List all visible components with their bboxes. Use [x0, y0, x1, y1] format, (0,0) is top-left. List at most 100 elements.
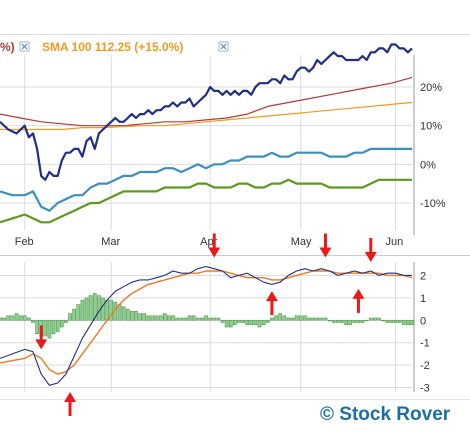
- arrow-down-icon: [364, 238, 377, 262]
- macd-y-tick-label: -3: [420, 383, 430, 395]
- histogram-bar: [360, 319, 365, 323]
- arrow-up-icon: [265, 291, 278, 316]
- copyright: © Stock Rover: [320, 404, 451, 425]
- histogram-bar: [146, 315, 151, 321]
- histogram-bar: [253, 319, 258, 326]
- histogram-bar: [290, 317, 295, 321]
- histogram-bar: [117, 304, 122, 321]
- legend-left-fragment: %): [0, 40, 15, 54]
- histogram-bar: [55, 319, 60, 332]
- histogram-bar: [175, 317, 180, 321]
- histogram-bar: [249, 319, 254, 326]
- histogram-bar: [154, 315, 159, 321]
- histogram-bar: [294, 315, 299, 321]
- histogram-bar: [364, 319, 369, 322]
- histogram-bar: [319, 317, 324, 321]
- histogram-bar: [105, 299, 109, 321]
- histogram-bar: [307, 317, 311, 321]
- histogram-bar: [389, 319, 394, 323]
- macd-y-tick-label: 1: [420, 293, 426, 305]
- histogram-bar: [233, 319, 237, 326]
- macd-y-tick-label: -1: [420, 338, 430, 350]
- arrow-up-icon: [352, 288, 365, 313]
- histogram-bar: [220, 319, 225, 323]
- macd-y-tick-label: 2: [420, 270, 426, 282]
- arrow-down-icon: [319, 233, 332, 258]
- histogram-bar: [208, 317, 213, 321]
- histogram-bar: [101, 297, 105, 321]
- histogram-bar: [6, 315, 11, 321]
- histogram-bar: [298, 315, 303, 321]
- series-sma100-line: [0, 101, 413, 131]
- price-y-tick-label: -10%: [420, 198, 446, 210]
- x-tick-label: Feb: [15, 236, 34, 248]
- histogram-bar: [381, 319, 386, 322]
- arrow-up-icon: [64, 392, 77, 416]
- histogram-bar: [183, 317, 188, 321]
- histogram-bar: [191, 315, 196, 321]
- histogram-bar: [97, 295, 101, 321]
- histogram-bar: [311, 317, 316, 321]
- histogram-bar: [125, 308, 130, 321]
- histogram-bar: [257, 319, 262, 328]
- macd-y-tick-label: -2: [420, 360, 430, 372]
- histogram-bar: [212, 317, 217, 321]
- x-tick-label: Jun: [386, 236, 404, 248]
- histogram-bar: [195, 317, 200, 321]
- histogram-bar: [245, 319, 250, 326]
- histogram-bar: [179, 317, 184, 321]
- histogram-bar: [68, 313, 72, 321]
- histogram-bar: [303, 315, 307, 321]
- histogram-bar: [76, 304, 81, 321]
- series-comp_blue-line: [0, 147, 412, 212]
- histogram-bar: [373, 317, 377, 321]
- histogram-bar: [84, 297, 89, 321]
- histogram-bar: [59, 319, 64, 328]
- series-stock-line: [0, 43, 413, 181]
- close-icon[interactable]: [19, 41, 30, 52]
- histogram-bar: [130, 310, 134, 321]
- histogram-bar: [109, 299, 114, 321]
- histogram-bar: [14, 313, 19, 321]
- histogram-bar: [270, 317, 274, 321]
- histogram-bar: [158, 315, 163, 321]
- series-sma200-line: [0, 76, 413, 127]
- histogram-bar: [142, 313, 147, 321]
- histogram-bar: [261, 319, 266, 326]
- histogram-bar: [228, 319, 233, 328]
- histogram-bar: [2, 317, 6, 321]
- histogram-bar: [22, 315, 27, 321]
- x-tick-label: May: [291, 236, 312, 248]
- histogram-bar: [200, 317, 204, 321]
- histogram-bar: [385, 319, 390, 323]
- histogram-bar: [377, 317, 381, 321]
- histogram-bar: [224, 319, 229, 328]
- histogram-bar: [187, 315, 192, 321]
- histogram-bar: [406, 319, 410, 326]
- legend: %) SMA 100 112.25 (+15.0%): [0, 40, 229, 54]
- histogram-bar: [352, 319, 357, 323]
- histogram-bar: [335, 319, 340, 323]
- histogram-bar: [348, 319, 353, 326]
- histogram-bar: [397, 319, 402, 323]
- legend-sma100-label: SMA 100 112.25 (+15.0%): [42, 40, 183, 54]
- histogram-bar: [410, 319, 414, 326]
- histogram-bar: [10, 315, 15, 321]
- histogram-bar: [72, 308, 76, 321]
- histogram-bar: [134, 310, 138, 321]
- histogram-bar: [241, 319, 246, 323]
- close-icon[interactable]: [218, 41, 229, 52]
- histogram-bar: [150, 315, 155, 321]
- histogram-bar: [393, 319, 398, 323]
- histogram-bar: [286, 317, 291, 321]
- histogram-bar: [47, 319, 52, 339]
- price-y-tick-label: 0%: [420, 159, 436, 171]
- histogram-bar: [0, 317, 2, 321]
- histogram-bar: [138, 313, 143, 321]
- series-macd-line: [0, 265, 412, 386]
- histogram-bar: [356, 319, 361, 323]
- histogram-bar: [274, 315, 278, 321]
- histogram-bar: [80, 299, 85, 321]
- histogram-bar: [237, 319, 241, 323]
- histogram-bar: [344, 319, 349, 326]
